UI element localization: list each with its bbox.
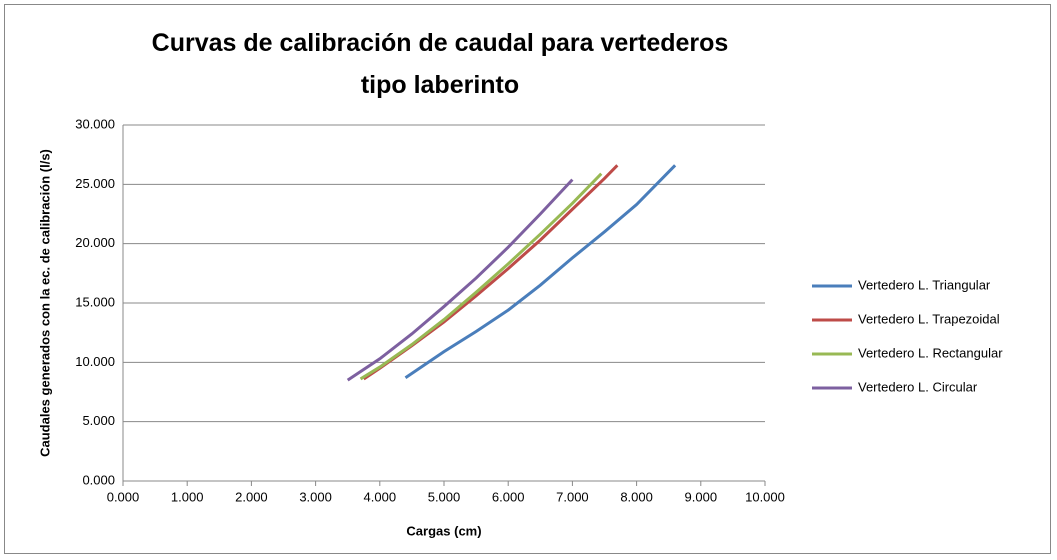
x-tick-label: 3.000 xyxy=(299,489,332,504)
x-tick-label: 7.000 xyxy=(556,489,589,504)
legend-label: Vertedero L. Rectangular xyxy=(858,345,1003,360)
x-tick-label: 0.000 xyxy=(107,489,140,504)
chart-border xyxy=(4,4,1051,554)
legend-label: Vertedero L. Triangular xyxy=(858,277,991,292)
chart-title: Curvas de calibración de caudal para ver… xyxy=(151,29,729,99)
y-tick-label: 20.000 xyxy=(75,235,115,250)
y-tick-label: 25.000 xyxy=(75,176,115,191)
y-tick-label: 5.000 xyxy=(82,413,115,428)
y-axis-label: Caudales generados con la ec. de calibra… xyxy=(37,149,52,457)
x-axis-label: Cargas (cm) xyxy=(406,523,481,538)
x-tick-label: 6.000 xyxy=(492,489,525,504)
y-tick-label: 30.000 xyxy=(75,116,115,131)
legend-label: Vertedero L. Trapezoidal xyxy=(858,311,1000,326)
x-tick-label: 5.000 xyxy=(428,489,461,504)
x-tick-label: 1.000 xyxy=(171,489,204,504)
x-tick-label: 10.000 xyxy=(745,489,785,504)
x-tick-label: 4.000 xyxy=(364,489,397,504)
series-line xyxy=(404,164,677,380)
legend-label: Vertedero L. Circular xyxy=(858,379,978,394)
x-tick-label: 2.000 xyxy=(235,489,268,504)
y-tick-label: 10.000 xyxy=(75,354,115,369)
series-line xyxy=(346,178,574,382)
y-tick-label: 0.000 xyxy=(82,472,115,487)
x-tick-label: 8.000 xyxy=(620,489,653,504)
y-tick-label: 15.000 xyxy=(75,294,115,309)
series-line xyxy=(359,172,603,381)
x-tick-label: 9.000 xyxy=(685,489,718,504)
